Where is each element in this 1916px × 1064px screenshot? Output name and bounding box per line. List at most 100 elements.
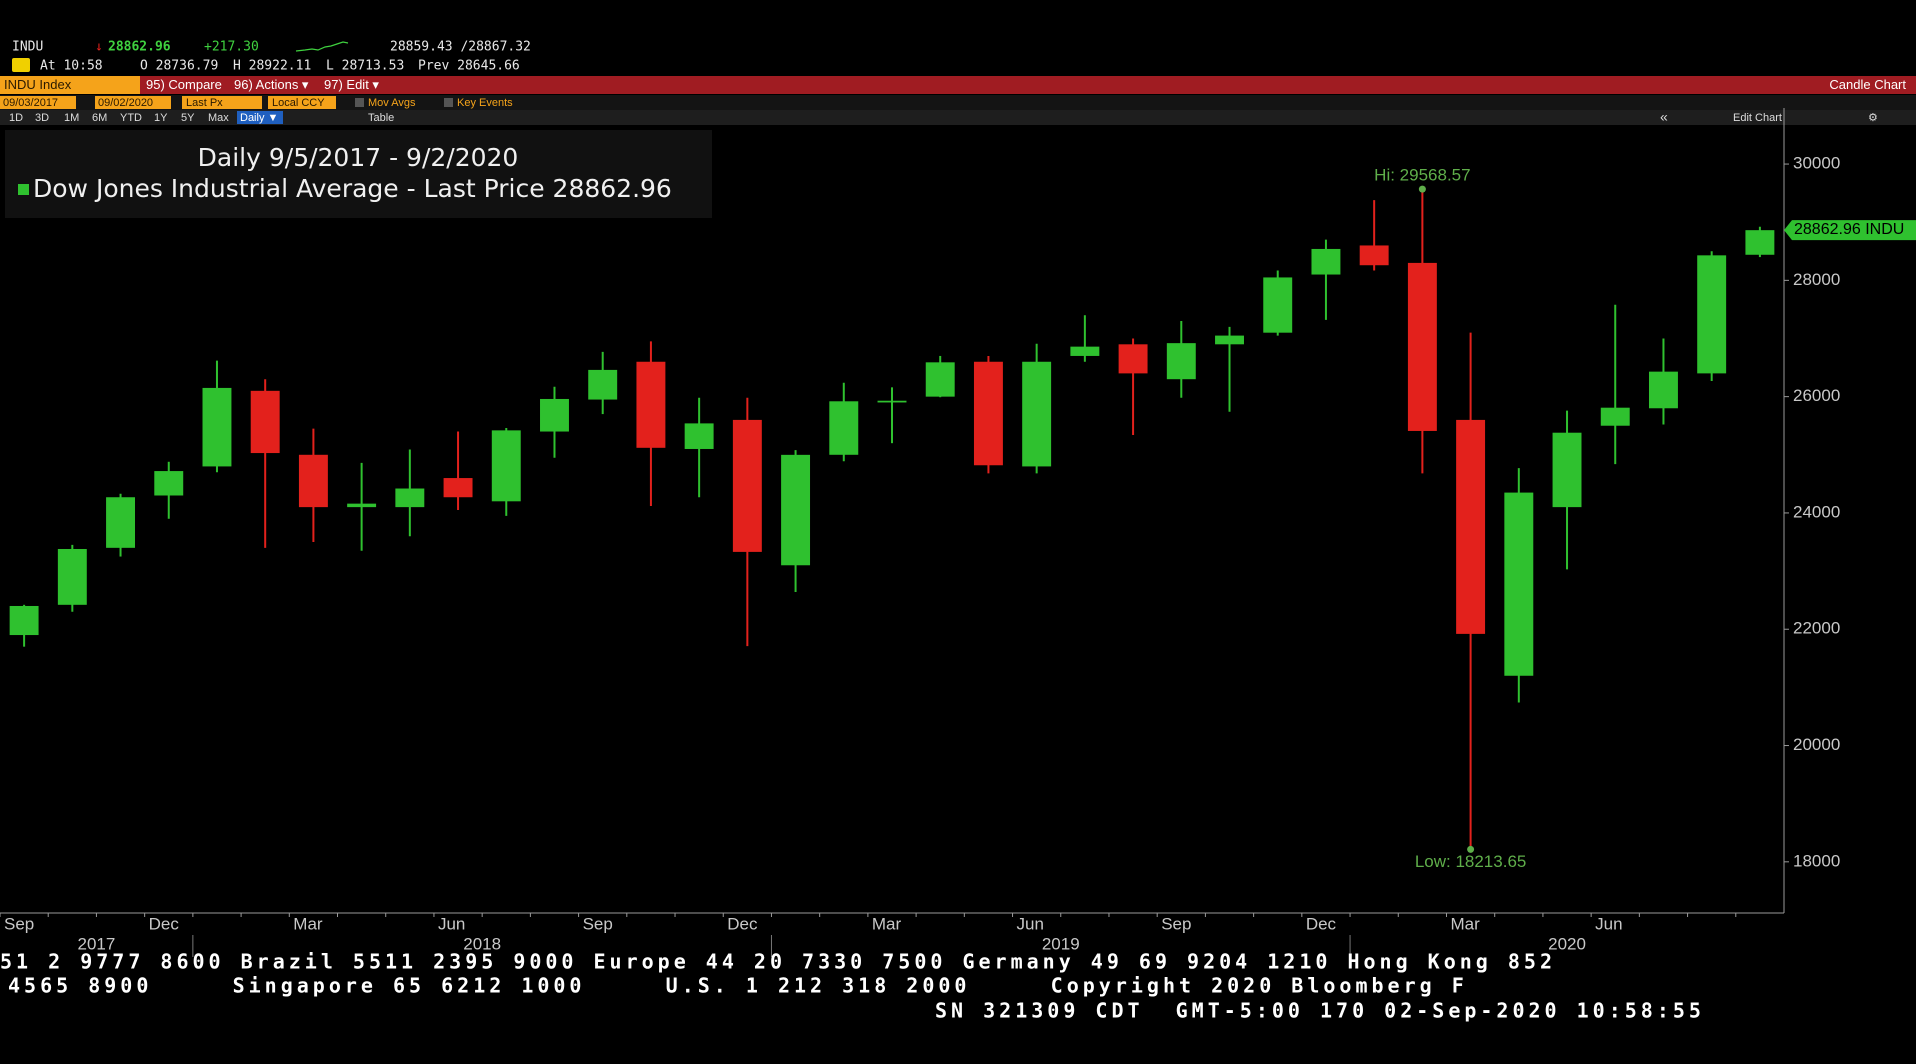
candle-body [781, 454, 811, 566]
period-button[interactable]: 6M [92, 112, 107, 124]
y-tick-label: 30000 [1793, 154, 1840, 173]
bid-ask: 28859.43 /28867.32 [390, 40, 531, 55]
y-tick-label: 20000 [1793, 735, 1840, 754]
low-label: Low: 18213.65 [1415, 852, 1527, 871]
legend-entry: Dow Jones Industrial Average - Last Pric… [33, 174, 672, 203]
period-button[interactable]: YTD [120, 112, 142, 124]
candle-body [1166, 343, 1196, 380]
legend-swatch [18, 184, 29, 195]
x-tick-label: Mar [872, 914, 902, 933]
x-tick-label: Dec [727, 914, 758, 933]
period-button[interactable]: 1M [64, 112, 79, 124]
candle-body [1118, 344, 1148, 374]
field-box[interactable] [182, 96, 262, 109]
candle-body [1022, 361, 1052, 467]
candle-body [1215, 335, 1244, 345]
candle-body [57, 548, 87, 605]
end-date-box[interactable] [95, 96, 171, 109]
legend-value: 28862.96 [553, 174, 672, 203]
candle-body [925, 362, 955, 397]
price-tag [1784, 220, 1916, 241]
collapse-button[interactable]: « [1660, 109, 1668, 125]
edit-button[interactable]: 97) Edit ▾ [324, 77, 379, 92]
low-marker [1467, 845, 1475, 853]
candle-body [684, 423, 714, 449]
candle-body [1070, 346, 1100, 356]
candle-body [1456, 419, 1486, 634]
candle-body [106, 497, 136, 548]
mov-avgs[interactable]: Mov Avgs [368, 97, 416, 109]
ticker-line: 51 2 9777 8600 Brazil 5511 2395 9000 Eur… [0, 950, 1556, 974]
high: H 28922.11 [233, 59, 311, 74]
chart: 18000 20000 22000 24000 26000 28000 30000 Sep De… [0, 108, 1916, 957]
x-tick-label: Sep [4, 914, 34, 933]
field[interactable]: Last Px [186, 97, 223, 109]
period-bar [0, 110, 1916, 125]
low: L 28713.53 [326, 59, 404, 74]
year-label: 2017 [78, 934, 116, 953]
change: +217.30 [204, 40, 259, 55]
candle-body [732, 419, 762, 552]
settings-button[interactable]: ⚙ [1868, 112, 1878, 124]
y-tick-label: 18000 [1793, 851, 1840, 870]
compare-button[interactable]: 95) Compare [146, 77, 222, 92]
frequency-box[interactable] [237, 111, 283, 124]
candle-body [1745, 230, 1775, 255]
period-button[interactable]: 5Y [181, 112, 195, 124]
year-label: 2020 [1548, 934, 1586, 953]
checkbox[interactable] [444, 98, 453, 107]
start-date[interactable]: 09/03/2017 [3, 97, 58, 109]
price-tag-symbol: INDU [1865, 221, 1904, 238]
x-tick-label: Sep [1161, 914, 1191, 933]
candle-body [1311, 248, 1341, 275]
candle-body [1552, 432, 1582, 508]
end-date[interactable]: 09/02/2020 [98, 97, 153, 109]
candle-body [540, 398, 569, 432]
candle-body [202, 387, 232, 467]
checkbox[interactable] [355, 98, 364, 107]
period-button[interactable]: 3D [35, 112, 49, 124]
candle-body [298, 454, 328, 508]
candle-body [395, 488, 425, 508]
legend-label: Dow Jones Industrial Average - Last Pric… [33, 174, 545, 203]
controls-bar [0, 95, 1916, 110]
period-button[interactable]: 1Y [154, 112, 168, 124]
candle-body [1407, 262, 1437, 431]
x-tick-label: Dec [1306, 914, 1337, 933]
currency[interactable]: Local CCY [272, 97, 325, 109]
chart-type: Candle Chart [1829, 77, 1906, 92]
candle-body [347, 503, 377, 508]
direction: ↓ [95, 40, 103, 55]
alert-icon[interactable] [12, 58, 30, 72]
candle-body [1648, 371, 1678, 409]
prev-close: Prev 28645.66 [418, 59, 520, 74]
period-button[interactable]: Max [208, 112, 229, 124]
candle-body [491, 430, 521, 502]
year-label: 2019 [1042, 934, 1080, 953]
candle-body [154, 471, 184, 496]
actions-button[interactable]: 96) Actions ▾ [234, 77, 309, 92]
price-tag-value: 28862.96 [1794, 221, 1861, 238]
security[interactable]: INDU Index [4, 77, 72, 92]
high-marker [1418, 185, 1426, 193]
period-buttons: 1D 3D 1M 6M YTD 1Y 5Y Max [9, 112, 229, 124]
y-tick-label: 22000 [1793, 619, 1840, 638]
frequency[interactable]: Daily ▼ [240, 112, 278, 124]
year-label: 2018 [463, 934, 501, 953]
y-tick-label: 26000 [1793, 386, 1840, 405]
x-tick-label: Mar [293, 914, 323, 933]
key-events[interactable]: Key Events [457, 97, 513, 109]
currency-box[interactable] [268, 96, 336, 109]
candle-body [250, 390, 280, 454]
edit-chart-button[interactable]: Edit Chart [1733, 112, 1782, 124]
x-tick-label: Jun [1017, 914, 1044, 933]
period-button[interactable]: 1D [9, 112, 23, 124]
security-box[interactable] [0, 76, 140, 94]
table-button[interactable]: Table [368, 112, 394, 124]
start-date-box[interactable] [0, 96, 76, 109]
x-tick-label: Jun [1595, 914, 1622, 933]
x-tick-label: Dec [149, 914, 180, 933]
candle-body [877, 400, 907, 403]
open: O 28736.79 [140, 59, 218, 74]
